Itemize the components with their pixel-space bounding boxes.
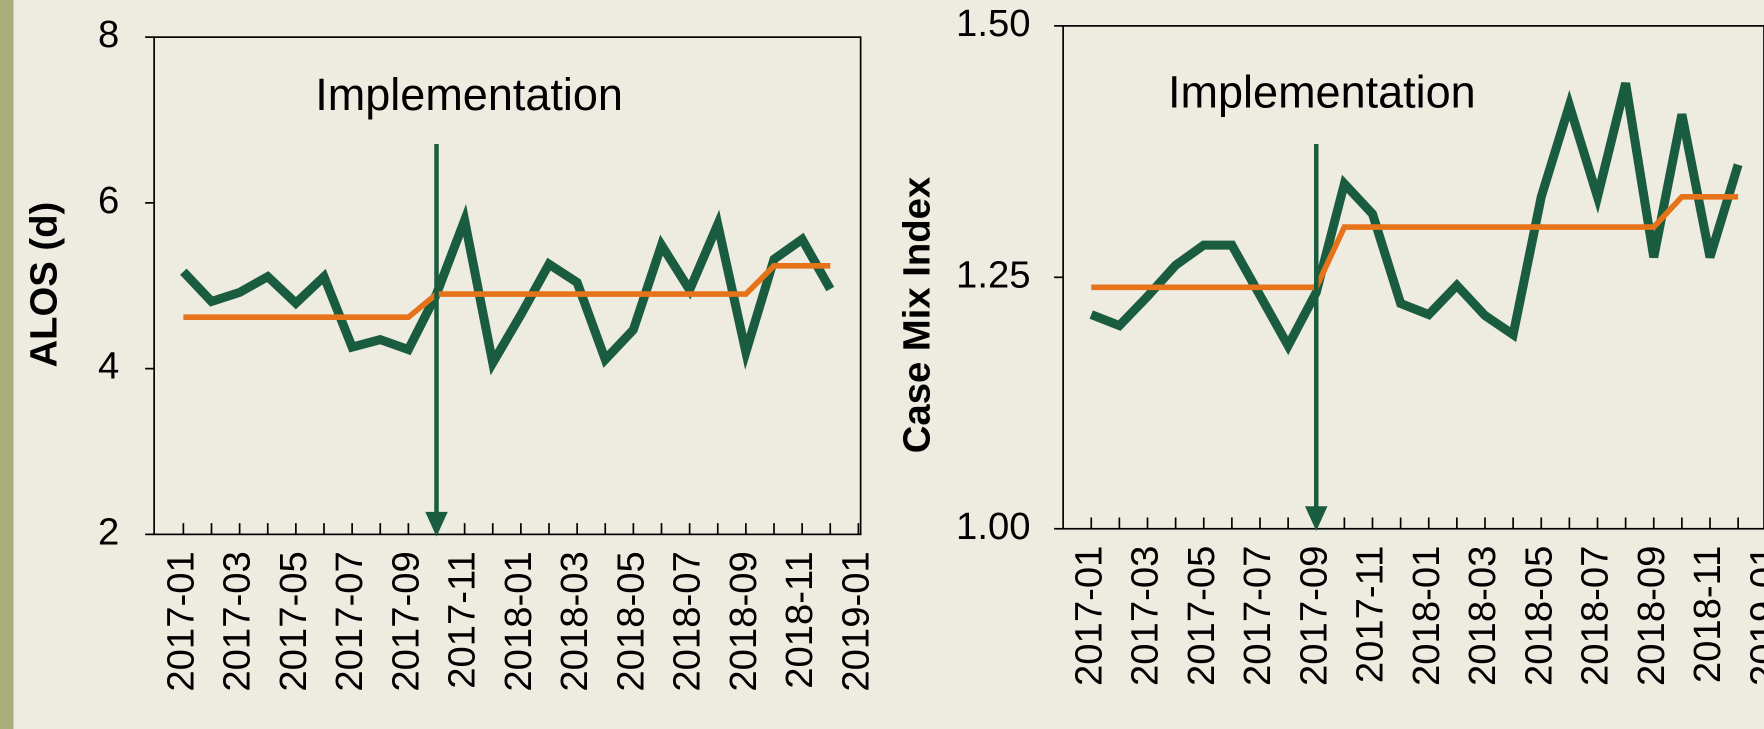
x-tick-label: 2018-05 <box>1517 546 1560 686</box>
series-line <box>1091 194 1739 291</box>
x-tick-label: 2017-07 <box>1236 546 1279 686</box>
x-tick-label: 2017-01 <box>1067 546 1110 686</box>
x-tick-label: 2017-07 <box>328 551 371 691</box>
x-tick-label: 2018-07 <box>1574 546 1617 686</box>
annotation: Implementation <box>315 69 623 120</box>
series-line <box>1089 82 1743 356</box>
x-tick-label: 2018-01 <box>1405 546 1448 686</box>
x-tick-label: 2018-11 <box>778 551 821 689</box>
x-tick-label: 2019-01 <box>1742 546 1764 686</box>
x-tick-label: 2018-09 <box>722 551 765 691</box>
y-tick-label: 8 <box>98 13 119 56</box>
x-tick-label: 2018-03 <box>553 551 596 691</box>
series-line <box>183 263 831 321</box>
y-tick-label: 6 <box>98 179 119 222</box>
x-tick-label: 2017-05 <box>272 551 315 691</box>
x-tick-label: 2019-01 <box>834 551 877 691</box>
y-tick-label: 1.50 <box>956 2 1030 45</box>
y-tick-label: 2 <box>98 510 119 553</box>
y-tick-label: 4 <box>98 345 119 388</box>
x-tick-label: 2017-01 <box>159 551 202 691</box>
x-tick-label: 2017-09 <box>1292 546 1335 686</box>
x-tick-label: 2017-05 <box>1180 546 1223 686</box>
annotation: Implementation <box>1168 67 1476 118</box>
x-tick-label: 2017-03 <box>216 551 259 691</box>
x-tick-label: 2018-05 <box>609 551 652 691</box>
x-tick-label: 2017-03 <box>1124 546 1167 686</box>
x-tick-label: 2017-09 <box>384 551 427 691</box>
arrow-head <box>1305 506 1328 531</box>
x-tick-label: 2017-11 <box>1349 546 1392 684</box>
series-line <box>180 204 835 376</box>
plot-frame <box>153 36 862 536</box>
x-tick-label: 2018-07 <box>666 551 709 691</box>
y-axis-label: ALOS (d) <box>22 202 65 368</box>
y-axis-label: Case Mix Index <box>895 177 938 453</box>
x-tick-label: 2018-01 <box>497 551 540 691</box>
side-strip <box>0 0 14 729</box>
y-tick-label: 1.25 <box>956 253 1030 296</box>
x-tick-label: 2018-11 <box>1686 546 1729 684</box>
y-tick-label: 1.00 <box>956 505 1030 548</box>
arrow-head <box>425 511 448 537</box>
x-tick-label: 2018-09 <box>1630 546 1673 686</box>
x-tick-label: 2017-11 <box>441 551 484 689</box>
x-tick-label: 2018-03 <box>1461 546 1504 686</box>
